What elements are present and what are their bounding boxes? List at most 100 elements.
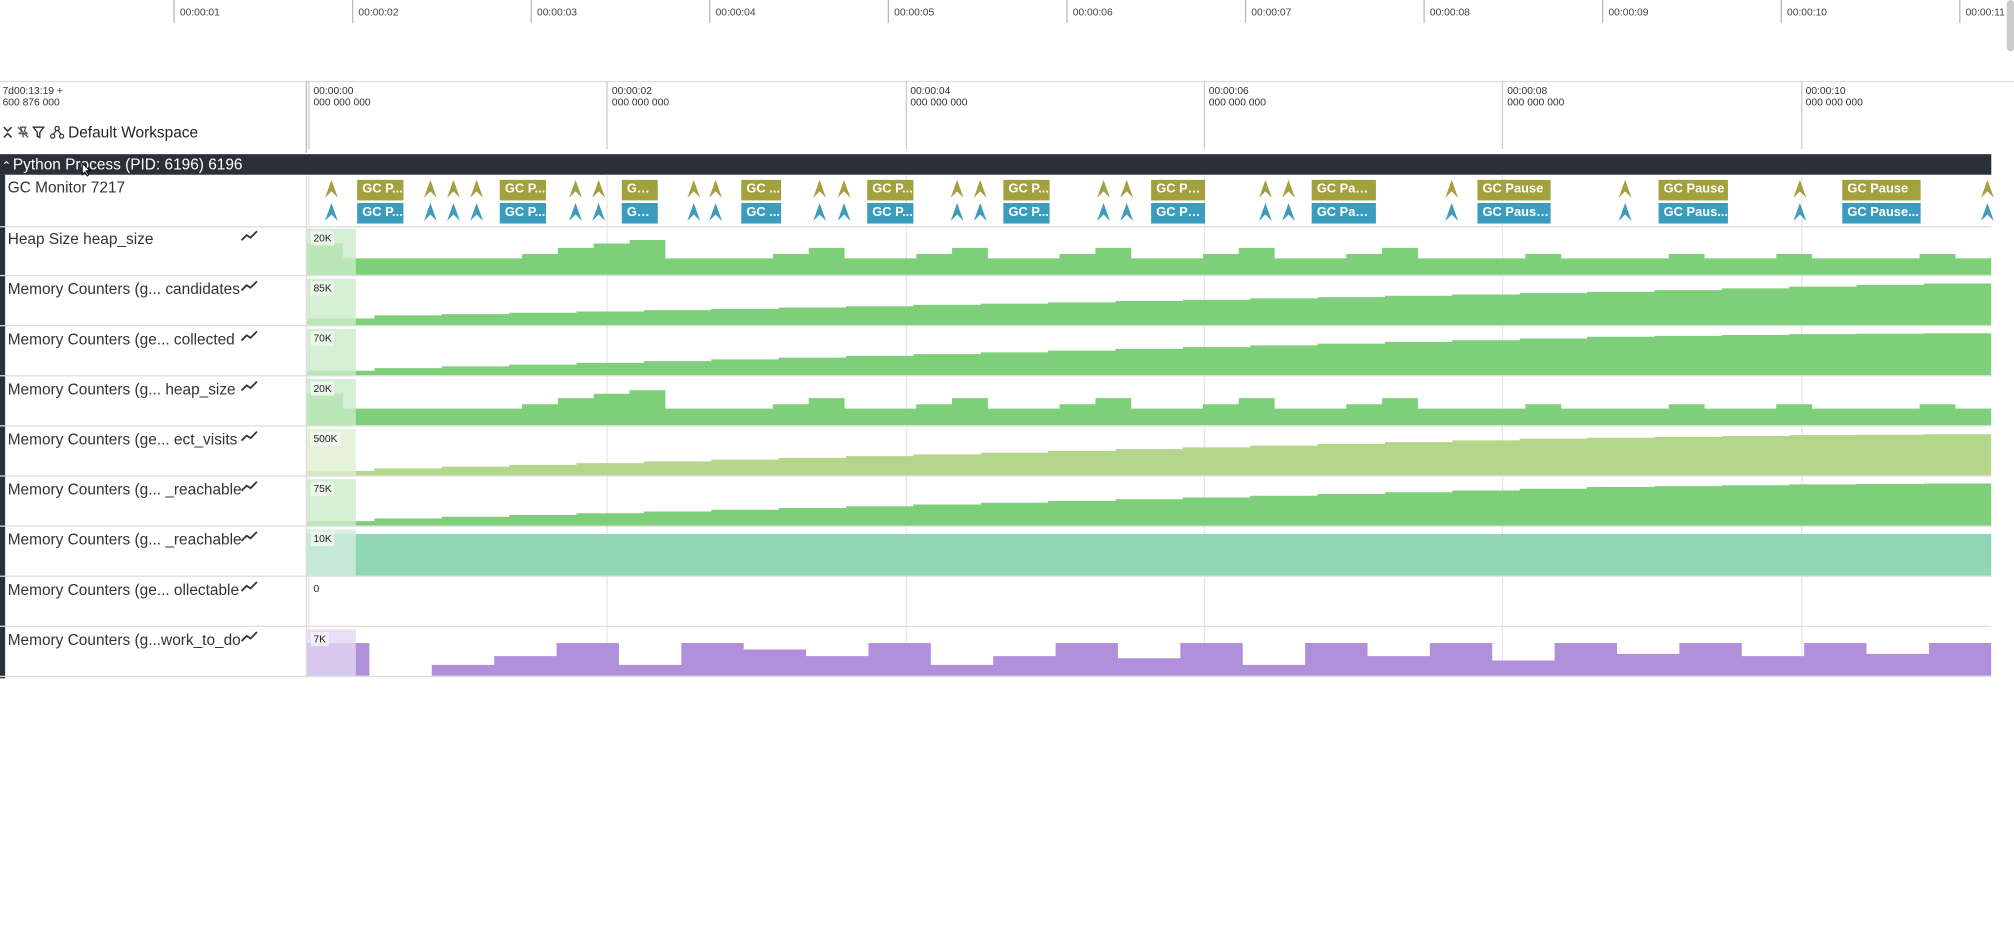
instant-event-arrow-icon[interactable] bbox=[1120, 179, 1134, 198]
counter-track[interactable]: Memory Counters (ge... ect_visits 500K bbox=[0, 426, 1992, 477]
gc-monitor-track[interactable]: GC Monitor 7217 GC P... GC P... GC P... GC … bbox=[0, 174, 1994, 228]
instant-event-arrow-icon[interactable] bbox=[423, 179, 437, 198]
gc-slice[interactable]: GC Paus... bbox=[1658, 202, 1728, 224]
instant-event-arrow-icon[interactable] bbox=[813, 179, 827, 198]
counter-track[interactable]: Memory Counters (ge... collected 70K bbox=[0, 326, 1992, 377]
instant-event-arrow-icon[interactable] bbox=[1097, 202, 1110, 221]
instant-event-arrow-icon[interactable] bbox=[470, 179, 484, 198]
instant-event-arrow-icon[interactable] bbox=[709, 202, 723, 221]
gc-slice[interactable]: GC Pause... bbox=[1842, 202, 1921, 224]
counter-area[interactable]: 0 bbox=[307, 576, 1991, 626]
gc-slice[interactable]: GC Pause bbox=[1311, 179, 1376, 201]
instant-event-arrow-icon[interactable] bbox=[950, 179, 964, 198]
gc-slice[interactable]: GC P... bbox=[499, 179, 546, 201]
gc-slice[interactable]: GC ... bbox=[741, 179, 782, 201]
instant-event-arrow-icon[interactable] bbox=[470, 202, 484, 221]
counter-area[interactable]: 70K bbox=[307, 326, 1992, 376]
instant-event-arrow-icon[interactable] bbox=[687, 179, 701, 198]
line-chart-icon[interactable] bbox=[240, 430, 258, 443]
instant-event-arrow-icon[interactable] bbox=[1120, 202, 1134, 221]
instant-event-arrow-icon[interactable] bbox=[1259, 179, 1272, 198]
gc-slice[interactable]: GC P... bbox=[499, 202, 546, 224]
instant-event-arrow-icon[interactable] bbox=[1793, 179, 1807, 198]
line-chart-icon[interactable] bbox=[240, 631, 258, 644]
instant-event-arrow-icon[interactable] bbox=[1259, 202, 1272, 221]
counter-track[interactable]: Memory Counters (g... _reachable 75K bbox=[0, 476, 1992, 527]
gc-slice[interactable]: GC P... bbox=[1003, 202, 1050, 224]
line-chart-icon[interactable] bbox=[240, 531, 258, 544]
gc-slice[interactable]: GC Pause... bbox=[1477, 202, 1551, 224]
counter-area[interactable]: 75K bbox=[307, 476, 1992, 526]
instant-event-arrow-icon[interactable] bbox=[1981, 179, 1994, 198]
instant-event-arrow-icon[interactable] bbox=[973, 202, 987, 221]
counter-track[interactable]: Memory Counters (g... candidates 85K bbox=[0, 276, 1992, 327]
instant-event-arrow-icon[interactable] bbox=[423, 202, 437, 221]
counter-area[interactable]: 85K bbox=[307, 276, 1992, 326]
gc-slice[interactable]: GC P... bbox=[357, 179, 404, 201]
instant-event-arrow-icon[interactable] bbox=[592, 202, 606, 221]
counter-area[interactable]: 20K bbox=[307, 226, 1992, 275]
gc-slice[interactable]: GC P... bbox=[1003, 179, 1050, 201]
instant-event-arrow-icon[interactable] bbox=[837, 202, 851, 221]
counter-track[interactable]: Memory Counters (g... _reachable 10K bbox=[0, 526, 1992, 577]
overview-tick-label: 00:00:10 bbox=[1787, 6, 1828, 18]
instant-event-arrow-icon[interactable] bbox=[1445, 179, 1459, 198]
gc-slice[interactable]: GC ... bbox=[621, 202, 658, 224]
instant-event-arrow-icon[interactable] bbox=[1793, 202, 1807, 221]
instant-event-arrow-icon[interactable] bbox=[1445, 202, 1459, 221]
gc-slices-area[interactable]: GC P... GC P... GC P... GC P... GC ... GC ...… bbox=[307, 174, 1994, 227]
instant-event-arrow-icon[interactable] bbox=[687, 202, 701, 221]
instant-event-arrow-icon[interactable] bbox=[447, 179, 460, 198]
vertical-scrollbar[interactable] bbox=[2006, 0, 2014, 52]
line-chart-icon[interactable] bbox=[240, 330, 258, 343]
gc-slice[interactable]: GC ... bbox=[621, 179, 658, 201]
instant-event-arrow-icon[interactable] bbox=[1981, 202, 1994, 221]
instant-event-arrow-icon[interactable] bbox=[569, 179, 582, 198]
instant-event-arrow-icon[interactable] bbox=[447, 202, 460, 221]
gc-slice[interactable]: GC P... bbox=[867, 202, 914, 224]
counter-area[interactable]: 10K bbox=[307, 526, 1992, 576]
instant-event-arrow-icon[interactable] bbox=[973, 179, 987, 198]
counter-area[interactable]: 7K bbox=[307, 626, 1992, 676]
workspace-selector[interactable]: Default Workspace bbox=[50, 123, 198, 141]
counter-track[interactable]: Memory Counters (g...work_to_do 7K bbox=[0, 626, 1992, 678]
filter-icon[interactable] bbox=[31, 123, 46, 141]
counter-area[interactable]: 500K bbox=[307, 426, 1992, 476]
instant-event-arrow-icon[interactable] bbox=[1618, 202, 1632, 221]
gc-slice[interactable]: GC Pause bbox=[1842, 179, 1921, 201]
instant-event-arrow-icon[interactable] bbox=[592, 179, 606, 198]
gc-slice[interactable]: GC Pa... bbox=[1151, 179, 1206, 201]
instant-event-arrow-icon[interactable] bbox=[569, 202, 582, 221]
line-chart-icon[interactable] bbox=[240, 380, 258, 393]
line-chart-icon[interactable] bbox=[240, 480, 258, 493]
counter-area[interactable]: 20K bbox=[307, 376, 1992, 426]
instant-event-arrow-icon[interactable] bbox=[950, 202, 964, 221]
instant-event-arrow-icon[interactable] bbox=[1282, 179, 1295, 198]
gc-slice[interactable]: GC P... bbox=[867, 179, 914, 201]
line-chart-icon[interactable] bbox=[240, 581, 258, 594]
gc-slice[interactable]: GC Pause bbox=[1477, 179, 1551, 201]
instant-event-arrow-icon[interactable] bbox=[325, 202, 338, 221]
instant-event-arrow-icon[interactable] bbox=[325, 179, 338, 198]
counter-track[interactable]: Memory Counters (g... heap_size 20K bbox=[0, 376, 1992, 427]
counter-track[interactable]: Memory Counters (ge... ollectable 0 bbox=[0, 576, 1992, 627]
unpin-icon[interactable] bbox=[15, 123, 30, 141]
chevron-up-icon[interactable]: ⌃ bbox=[1, 159, 12, 173]
collapse-all-icon[interactable] bbox=[0, 123, 15, 141]
instant-event-arrow-icon[interactable] bbox=[813, 202, 827, 221]
instant-event-arrow-icon[interactable] bbox=[1097, 179, 1110, 198]
gc-slice[interactable]: GC Pause bbox=[1658, 179, 1728, 201]
line-chart-icon[interactable] bbox=[240, 280, 258, 293]
instant-event-arrow-icon[interactable] bbox=[837, 179, 851, 198]
line-chart-icon[interactable] bbox=[240, 230, 258, 243]
gc-slice[interactable]: GC ... bbox=[741, 202, 782, 224]
counter-track[interactable]: Heap Size heap_size 20K bbox=[0, 226, 1992, 277]
gc-slice[interactable]: GC Paus... bbox=[1311, 202, 1376, 224]
gc-slice[interactable]: GC P... bbox=[357, 202, 404, 224]
gc-slice[interactable]: GC Pa... bbox=[1151, 202, 1206, 224]
instant-event-arrow-icon[interactable] bbox=[1618, 179, 1632, 198]
overview-timeline[interactable]: 00:00:01 00:00:02 00:00:03 00:00:04 00:00:05… bbox=[0, 0, 2014, 83]
instant-event-arrow-icon[interactable] bbox=[1282, 202, 1295, 221]
instant-event-arrow-icon[interactable] bbox=[709, 179, 723, 198]
process-track-header[interactable]: ⌃ Python Process (PID: 6196) 6196 bbox=[0, 154, 1992, 175]
